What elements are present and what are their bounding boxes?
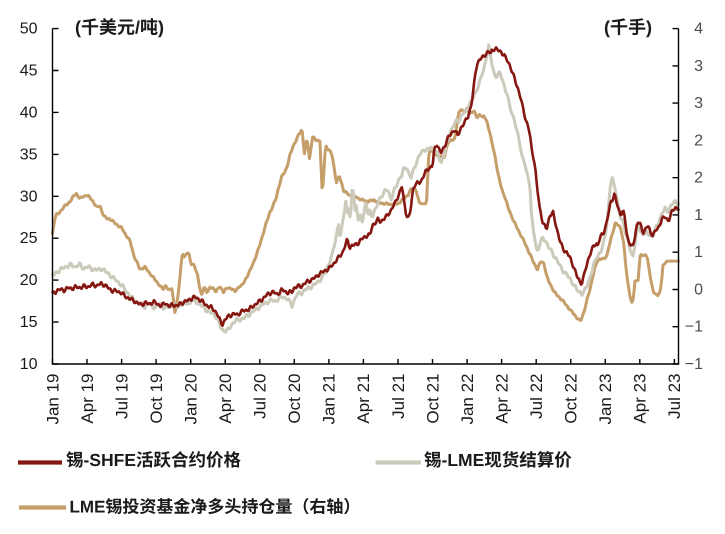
svg-text:2: 2 — [694, 170, 703, 187]
svg-text:Jul 23: Jul 23 — [665, 374, 684, 419]
svg-text:30: 30 — [20, 188, 38, 205]
svg-text:Jan 21: Jan 21 — [320, 374, 339, 425]
svg-text:25: 25 — [20, 230, 38, 247]
svg-text:3: 3 — [694, 58, 703, 75]
svg-text:Jul 19: Jul 19 — [112, 374, 131, 419]
svg-text:2: 2 — [694, 132, 703, 149]
svg-text:4: 4 — [694, 21, 703, 38]
svg-text:Jan 23: Jan 23 — [596, 374, 615, 425]
svg-text:15: 15 — [20, 314, 38, 331]
svg-text:Apr 20: Apr 20 — [216, 374, 235, 424]
svg-text:Oct 22: Oct 22 — [562, 374, 581, 424]
svg-text:1: 1 — [694, 207, 703, 224]
svg-text:Jul 22: Jul 22 — [527, 374, 546, 419]
svg-text:Jan 22: Jan 22 — [458, 374, 477, 425]
svg-text:50: 50 — [20, 21, 38, 38]
svg-text:Jan 20: Jan 20 — [182, 374, 201, 425]
svg-text:Apr 21: Apr 21 — [354, 374, 373, 424]
svg-text:3: 3 — [694, 95, 703, 112]
svg-text:35: 35 — [20, 146, 38, 163]
svg-text:20: 20 — [20, 272, 38, 289]
svg-text:Apr 19: Apr 19 — [78, 374, 97, 424]
svg-text:10: 10 — [20, 356, 38, 373]
svg-text:Jan 19: Jan 19 — [43, 374, 62, 425]
svg-text:Oct 21: Oct 21 — [423, 374, 442, 424]
svg-text:1: 1 — [694, 244, 703, 261]
svg-text:Jul 20: Jul 20 — [251, 374, 270, 419]
svg-text:Apr 22: Apr 22 — [492, 374, 511, 424]
svg-text:Jul 21: Jul 21 — [389, 374, 408, 419]
svg-text:Oct 20: Oct 20 — [285, 374, 304, 424]
svg-text:40: 40 — [20, 104, 38, 121]
svg-text:Apr 23: Apr 23 — [631, 374, 650, 424]
svg-text:−1: −1 — [685, 319, 703, 336]
svg-text:Oct 19: Oct 19 — [147, 374, 166, 424]
svg-text:−1: −1 — [685, 356, 703, 373]
svg-text:0: 0 — [694, 282, 703, 299]
svg-text:45: 45 — [20, 63, 38, 80]
